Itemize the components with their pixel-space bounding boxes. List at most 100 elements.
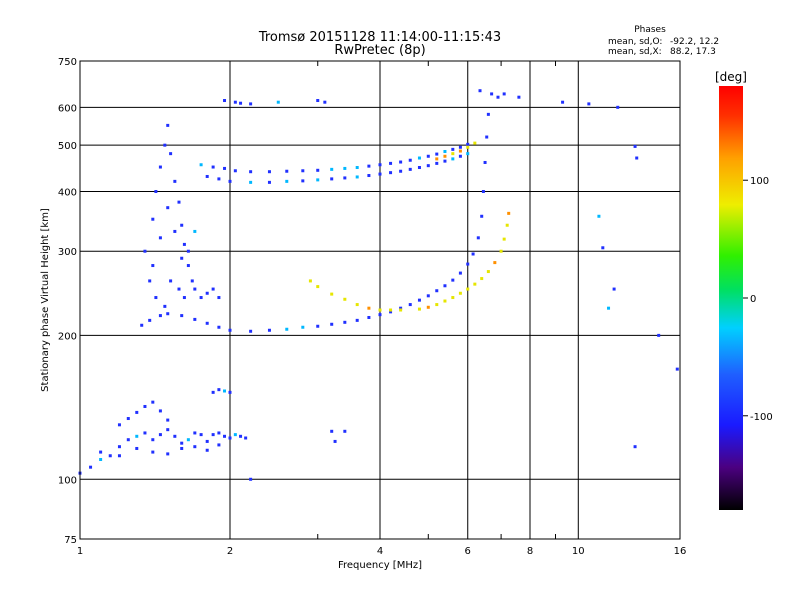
data-point [169,152,173,156]
data-point [466,152,470,156]
data-point [367,174,371,178]
data-point [471,252,475,256]
data-point [301,179,305,183]
data-point [458,149,462,153]
data-point [451,147,455,151]
data-point [426,305,430,309]
data-point [239,101,243,105]
x-tick-label: 16 [674,546,687,557]
data-point [451,152,455,156]
data-point [417,166,421,170]
data-point [166,418,170,422]
data-point [458,145,462,149]
data-point [193,229,197,233]
data-point [173,434,177,438]
data-point [378,313,382,317]
data-point [443,154,447,158]
data-point [233,169,237,173]
data-point [301,169,305,173]
data-point [99,457,103,461]
plot-frame [79,60,681,540]
data-point [143,249,147,253]
data-point [330,322,334,326]
data-point [481,189,485,193]
data-point [389,161,393,165]
data-point [166,123,170,127]
colorbar-tick-label: 100 [750,176,769,187]
data-point [458,271,462,275]
data-point [193,445,197,449]
data-point [285,179,289,183]
data-point [151,264,155,268]
data-point [458,154,462,158]
data-point [166,312,170,316]
data-point [249,102,253,106]
data-point [205,439,209,443]
data-point [323,100,327,104]
data-point [182,242,186,246]
data-point [205,321,209,325]
data-point [177,200,181,204]
data-point [177,287,181,291]
x-tick-label: 8 [527,546,533,557]
data-point [451,296,455,300]
data-point [285,327,289,331]
data-point [205,174,209,178]
data-point [126,438,130,442]
data-point [417,298,421,302]
data-point [249,477,253,481]
data-point [485,135,489,139]
data-point [158,433,162,437]
data-point [148,318,152,322]
data-point [166,206,170,210]
data-point [517,95,521,99]
data-point [616,105,620,109]
data-point [478,89,482,93]
data-point [217,296,221,300]
data-point [308,279,312,283]
data-point [675,367,679,371]
data-point [228,436,232,440]
data-point [199,163,203,167]
data-point [217,443,221,447]
colorbar-tick-label: 0 [750,294,756,305]
data-point [186,249,190,253]
data-point [180,441,184,445]
data-point [89,465,93,469]
data-point [399,308,403,312]
data-point [186,264,190,268]
y-tick-label: 75 [64,535,77,546]
data-point [483,160,487,164]
data-point [597,214,601,218]
data-point [635,156,639,160]
data-point [151,400,155,404]
data-point [426,164,430,168]
data-point [117,445,121,449]
data-point [135,410,139,414]
data-point [435,152,439,156]
data-point [330,167,334,171]
y-tick-label: 100 [58,475,77,486]
data-point [443,149,447,153]
data-point [343,320,347,324]
x-axis-label: Frequency [MHz] [338,560,422,571]
data-point [496,95,500,99]
data-point [330,292,334,296]
data-point [367,315,371,319]
data-point [466,287,470,291]
data-point [186,438,190,442]
data-point [399,160,403,164]
data-point [148,279,152,283]
stats-x-label: mean, sd,X: [608,47,662,57]
data-point [99,450,103,454]
data-point [499,249,503,253]
data-point [657,333,661,337]
data-point [180,256,184,260]
data-point [466,145,470,149]
data-point [217,388,221,392]
data-point [276,100,280,104]
data-point [158,314,162,318]
data-point [316,285,320,289]
data-point [505,223,509,227]
